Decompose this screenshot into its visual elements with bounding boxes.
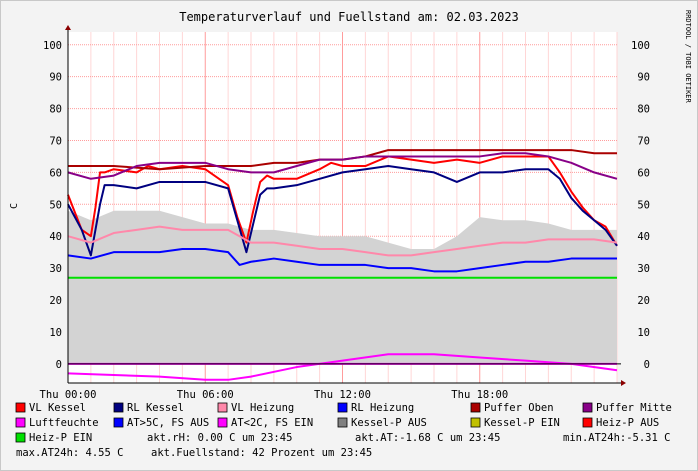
legend-swatch (582, 402, 593, 413)
y-tick-label-left: 50 (49, 199, 62, 211)
y-tick-label-left: 30 (49, 263, 62, 275)
info-at: akt.AT:-1.68 C um 23:45 (355, 432, 500, 444)
y-tick-label-right: 10 (637, 327, 650, 339)
y-tick-label-right: 70 (637, 135, 650, 147)
legend: VL Kessel RL Kessel VL Heizung RL Heizung Pu… (15, 402, 672, 444)
legend-label: Heiz-P EIN (29, 432, 92, 444)
legend-swatch (15, 432, 26, 443)
chart-title: Temperaturverlauf und Fuellstand am: 02.… (179, 10, 519, 24)
legend-swatch (217, 402, 228, 413)
legend-swatch (337, 417, 348, 428)
legend-label: Heiz-P AUS (596, 417, 659, 429)
x-tick-label: Thu 18:00 (451, 389, 508, 401)
y-tick-label-left: 80 (49, 104, 62, 116)
axes (65, 25, 626, 386)
info-fill: akt.Fuellstand: 42 Prozent um 23:45 (151, 447, 372, 459)
legend-label: RL Heizung (351, 402, 414, 414)
legend-label: Luftfeuchte (29, 417, 99, 429)
y-tick-label-right: 60 (637, 167, 650, 179)
x-tick-label: Thu 12:00 (314, 389, 371, 401)
y-tick-label-left: 40 (49, 231, 62, 243)
y-axis-label: C (9, 203, 20, 209)
y-tick-label-left: 60 (49, 167, 62, 179)
legend-swatch (15, 402, 26, 413)
legend-swatch (217, 417, 228, 428)
legend-label: Kessel-P EIN (484, 417, 560, 429)
info-max: max.AT24h: 4.55 C (16, 447, 123, 459)
legend-swatch (113, 417, 124, 428)
legend-label: Puffer Mitte (596, 402, 672, 414)
y-tick-label-right: 20 (637, 295, 650, 307)
y-tick-label-left: 20 (49, 295, 62, 307)
y-tick-label-left: 70 (49, 135, 62, 147)
y-tick-label-right: 0 (644, 359, 650, 371)
legend-swatch (113, 402, 124, 413)
x-axis-arrow (621, 380, 626, 386)
info-text: akt.rH: 0.00 C um 23:45 akt.AT:-1.68 C u… (16, 432, 670, 459)
y-tick-label-right: 40 (637, 231, 650, 243)
y-tick-label-right: 80 (637, 104, 650, 116)
y-axis-arrow (65, 25, 71, 30)
legend-label: VL Heizung (231, 402, 294, 414)
x-tick-label: Thu 00:00 (40, 389, 97, 401)
legend-swatch (337, 402, 348, 413)
y-tick-label-left: 10 (49, 327, 62, 339)
y-tick-label-right: 90 (637, 72, 650, 84)
legend-label: VL Kessel (29, 402, 86, 414)
legend-swatch (582, 417, 593, 428)
y-tick-label-right: 100 (631, 40, 650, 52)
x-tick-label: Thu 06:00 (177, 389, 234, 401)
series-line-puffer-mitte (67, 152, 618, 180)
legend-label: RL Kessel (127, 402, 184, 414)
y-tick-label-left: 90 (49, 72, 62, 84)
y-tick-label-right: 30 (637, 263, 650, 275)
series-line-vl-heizung (67, 225, 618, 257)
legend-swatch (470, 417, 481, 428)
legend-swatch (15, 417, 26, 428)
info-min: min.AT24h:-5.31 C (563, 432, 670, 444)
info-rh: akt.rH: 0.00 C um 23:45 (147, 432, 292, 444)
legend-label: AT<2C, FS EIN (231, 417, 313, 429)
legend-label: AT>5C, FS AUS (127, 417, 209, 429)
legend-label: Puffer Oben (484, 402, 554, 414)
y-tick-label-left: 0 (56, 359, 62, 371)
watermark: RRDTOOL / TOBI OETIKER (684, 10, 692, 104)
legend-label: Kessel-P AUS (351, 417, 427, 429)
series-line-rl-kessel (67, 165, 618, 257)
legend-swatch (470, 402, 481, 413)
y-tick-label-left: 100 (43, 40, 62, 52)
series-lines (67, 149, 618, 381)
y-tick-label-right: 50 (637, 199, 650, 211)
series-line-rl-heizung (67, 247, 617, 273)
